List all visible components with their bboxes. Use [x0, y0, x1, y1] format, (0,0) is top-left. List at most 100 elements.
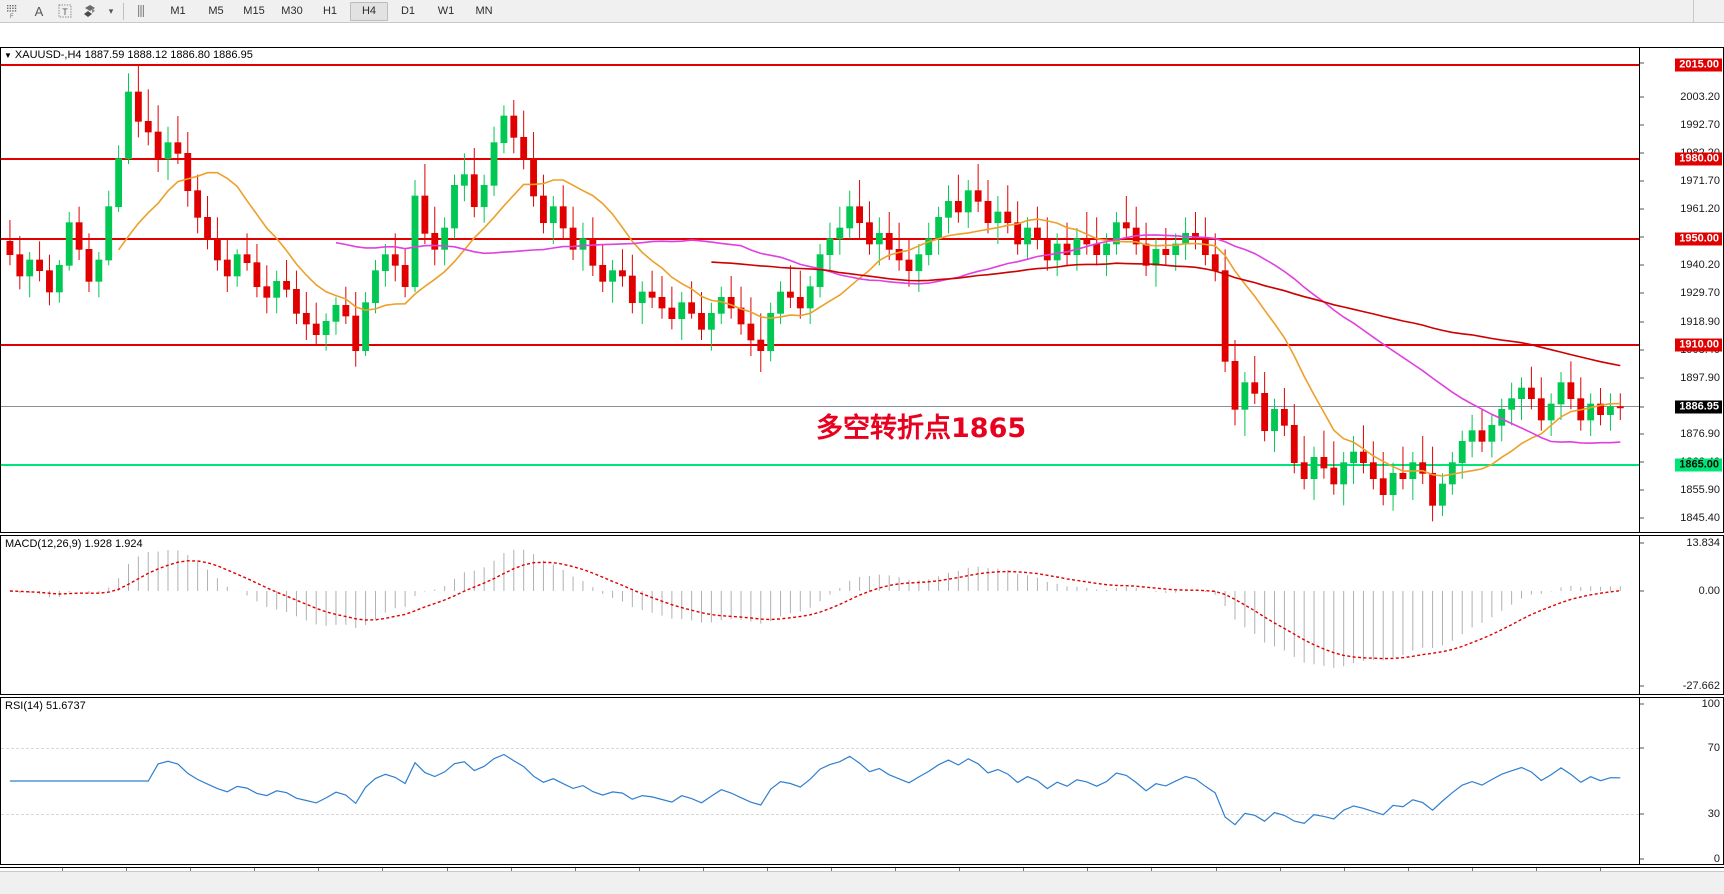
price-tick-mark — [1640, 433, 1644, 435]
rsi-tick-mark — [1640, 747, 1644, 749]
rsi-scale[interactable]: 100 70 30 0 — [1639, 698, 1723, 864]
price-tick-label: 1940.20 — [1680, 258, 1720, 271]
price-tick-mark — [1640, 152, 1644, 154]
macd-series — [9, 549, 1621, 668]
timeframe-m5[interactable]: M5 — [208, 5, 224, 17]
price-level-line[interactable] — [1, 405, 1639, 407]
main-toolbar: F A T ▾ M1 M5 M15 M30 H1 H4 D1 W1 MN — [0, 0, 1724, 23]
timeframe-w1[interactable]: W1 — [437, 5, 455, 17]
rsi-tick-mark — [1640, 813, 1644, 815]
price-level-tag[interactable]: 1865.00 — [1675, 458, 1722, 472]
price-level-line[interactable] — [1, 157, 1639, 160]
toolbar-divider — [123, 2, 124, 20]
rsi-level-gridline — [1, 747, 1639, 750]
price-panel[interactable]: ▼ XAUUSD-,H4 1887.59 1888.12 1886.80 1886… — [0, 47, 1724, 533]
macd-tick-mark — [1640, 542, 1644, 544]
periods-icon[interactable] — [129, 1, 155, 21]
price-level-line[interactable] — [1, 464, 1639, 467]
timeframe-m30[interactable]: M30 — [281, 5, 303, 17]
price-tick-label: 1845.40 — [1680, 511, 1720, 524]
timeframe-group: M1 M5 M15 M30 H1 H4 D1 W1 MN — [159, 1, 503, 21]
rsi-panel[interactable]: RSI(14) 51.6737 100 70 30 0 — [0, 697, 1724, 865]
rsi-series — [9, 753, 1621, 826]
macd-label: MACD(12,26,9) 1.928 1.924 — [5, 538, 143, 550]
timeframe-h1[interactable]: H1 — [322, 5, 338, 17]
text-box-icon[interactable]: T — [52, 1, 78, 21]
timeframe-d1[interactable]: D1 — [400, 5, 416, 17]
timeframe-mn[interactable]: MN — [475, 5, 493, 17]
toolbar-overflow[interactable] — [1693, 0, 1724, 22]
price-level-line[interactable] — [1, 64, 1639, 67]
symbol-ohlc-bar: ▼ XAUUSD-,H4 1887.59 1888.12 1886.80 1886… — [4, 49, 253, 61]
rsi-tick-mark — [1640, 858, 1644, 860]
macd-signal-line — [9, 560, 1621, 660]
price-level-tag[interactable]: 1950.00 — [1675, 232, 1722, 246]
price-tick-label: 1929.70 — [1680, 286, 1720, 299]
price-tick-mark — [1640, 96, 1644, 98]
price-tick-mark — [1640, 292, 1644, 294]
price-tick-label: 1971.70 — [1680, 174, 1720, 187]
rsi-tick-label: 30 — [1707, 808, 1720, 821]
collapse-caret-icon[interactable]: ▼ — [4, 50, 12, 60]
status-bar — [0, 871, 1724, 894]
moving-average-line — [117, 171, 1621, 477]
price-tick-mark — [1640, 208, 1644, 210]
price-level-tag[interactable]: 2015.00 — [1675, 58, 1722, 72]
macd-tick-mark — [1640, 590, 1644, 592]
moving-average-line — [711, 261, 1621, 367]
price-scale[interactable]: 2015.702003.201992.701982.201971.701961.… — [1639, 48, 1723, 532]
chart-window[interactable]: ▼ XAUUSD-,H4 1887.59 1888.12 1886.80 1886… — [0, 23, 1724, 894]
price-tick-mark — [1640, 180, 1644, 182]
text-label-icon[interactable]: A — [34, 3, 44, 19]
price-level-tag[interactable]: 1910.00 — [1675, 338, 1722, 352]
price-tick-mark — [1640, 517, 1644, 519]
rsi-plot-area[interactable] — [1, 698, 1639, 864]
macd-plot-area[interactable] — [1, 536, 1639, 694]
price-tick-label: 1855.90 — [1680, 483, 1720, 496]
candlestick-series — [6, 65, 1624, 522]
moving-average-line — [335, 234, 1621, 445]
price-level-tag[interactable]: 1980.00 — [1675, 152, 1722, 166]
price-level-line[interactable] — [1, 237, 1639, 240]
objects-icon[interactable] — [78, 1, 104, 21]
price-tick-label: 1992.70 — [1680, 118, 1720, 131]
price-level-tag[interactable]: 1886.95 — [1675, 400, 1722, 414]
rsi-tick-label: 100 — [1701, 698, 1720, 710]
chevron-down-icon[interactable]: ▾ — [108, 5, 114, 16]
rsi-line — [9, 753, 1621, 826]
rsi-tick-mark — [1640, 703, 1644, 705]
svg-text:F: F — [10, 14, 14, 19]
symbol-ohlc-text: XAUUSD-,H4 1887.59 1888.12 1886.80 1886.… — [14, 49, 253, 61]
timeframe-h4[interactable]: H4 — [350, 1, 388, 21]
macd-tick-mark — [1640, 685, 1644, 687]
rsi-level-gridline — [1, 814, 1639, 816]
price-plot-area[interactable]: 多空转折点1865 — [1, 48, 1639, 532]
price-tick-mark — [1640, 124, 1644, 126]
macd-tick-label: 0.00 — [1698, 584, 1720, 597]
price-tick-mark — [1640, 406, 1644, 408]
rsi-label: RSI(14) 51.6737 — [5, 700, 86, 712]
price-tick-mark — [1640, 264, 1644, 266]
timeframe-m1[interactable]: M1 — [170, 5, 186, 17]
crosshair-grid-icon[interactable]: F — [0, 1, 26, 21]
macd-tick-label: -27.662 — [1682, 679, 1720, 692]
macd-tick-label: 13.834 — [1686, 537, 1720, 550]
macd-scale[interactable]: 13.834 0.00 -27.662 — [1639, 536, 1723, 694]
price-level-line[interactable] — [1, 344, 1639, 347]
svg-text:T: T — [62, 7, 68, 17]
price-tick-mark — [1640, 236, 1644, 238]
rsi-tick-label: 70 — [1707, 741, 1720, 754]
rsi-tick-label: 0 — [1713, 853, 1720, 865]
price-tick-label: 2003.20 — [1680, 90, 1720, 103]
price-tick-mark — [1640, 461, 1644, 463]
price-tick-mark — [1640, 62, 1644, 64]
price-tick-mark — [1640, 489, 1644, 491]
macd-panel[interactable]: MACD(12,26,9) 1.928 1.924 13.834 0.00 -27.… — [0, 535, 1724, 695]
price-tick-label: 1897.90 — [1680, 371, 1720, 384]
price-tick-mark — [1640, 321, 1644, 323]
price-tick-label: 1918.90 — [1680, 315, 1720, 328]
price-tick-mark — [1640, 377, 1644, 379]
timeframe-m15[interactable]: M15 — [243, 5, 265, 17]
chart-annotation-text[interactable]: 多空转折点1865 — [816, 413, 1027, 444]
price-tick-mark — [1640, 349, 1644, 351]
